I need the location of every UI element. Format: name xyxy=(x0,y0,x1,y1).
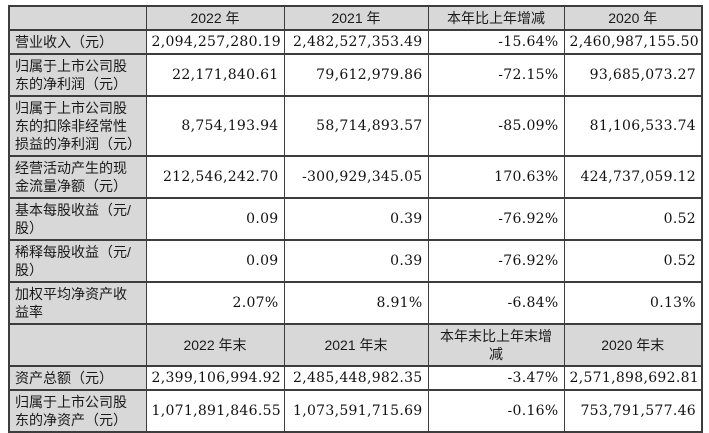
value-2021: -300,929,345.05 xyxy=(283,155,429,199)
row-label: 稀释每股收益（元/股） xyxy=(8,239,147,283)
row-label: 归属于上市公司股东的净利润（元） xyxy=(8,53,147,97)
value-change: 170.63% xyxy=(427,155,565,199)
header-2020-year-end: 2020 年末 xyxy=(563,323,703,367)
header-2020: 2020 年 xyxy=(563,5,703,31)
value-2021: 8.91% xyxy=(283,281,429,325)
row-label: 资产总额（元） xyxy=(8,365,147,391)
value-2022: 0.09 xyxy=(145,239,285,283)
value-change: -15.64% xyxy=(427,29,565,55)
value-change: -6.84% xyxy=(427,281,565,325)
table-row-revenue: 营业收入（元） 2,094,257,280.19 2,482,527,353.4… xyxy=(8,29,703,55)
table-row-weighted-avg-roe: 加权平均净资产收益率 2.07% 8.91% -6.84% 0.13% xyxy=(8,281,703,325)
header-2021: 2021 年 xyxy=(283,5,429,31)
value-2020: 424,737,059.12 xyxy=(563,155,703,199)
table-header-annual: 2022 年 2021 年 本年比上年增减 2020 年 xyxy=(8,5,703,31)
value-2020: 2,571,898,692.81 xyxy=(563,365,703,391)
row-label: 归属于上市公司股东的净资产（元） xyxy=(8,389,147,433)
value-2020: 753,791,577.46 xyxy=(563,389,703,433)
value-2021: 79,612,979.86 xyxy=(283,53,429,97)
table-row-diluted-eps: 稀释每股收益（元/股） 0.09 0.39 -76.92% 0.52 xyxy=(8,239,703,283)
value-change: -72.15% xyxy=(427,53,565,97)
value-2020: 81,106,533.74 xyxy=(563,95,703,157)
table-row-net-assets: 归属于上市公司股东的净资产（元） 1,071,891,846.55 1,073,… xyxy=(8,389,703,433)
header-yoy-change: 本年比上年增减 xyxy=(427,5,565,31)
row-label: 经营活动产生的现金流量净额（元） xyxy=(8,155,147,199)
value-2022: 2,399,106,994.92 xyxy=(145,365,285,391)
header-2021-year-end: 2021 年末 xyxy=(283,323,429,367)
row-label: 基本每股收益（元/股） xyxy=(8,197,147,241)
header-2022: 2022 年 xyxy=(145,5,285,31)
value-2022: 2,094,257,280.19 xyxy=(145,29,285,55)
page: 2022 年 2021 年 本年比上年增减 2020 年 营业收入（元） 2,0… xyxy=(8,5,703,433)
header-2022-year-end: 2022 年末 xyxy=(145,323,285,367)
value-2022: 22,171,840.61 xyxy=(145,53,285,97)
value-2021: 0.39 xyxy=(283,197,429,241)
header-year-end-change: 本年末比上年末增减 xyxy=(427,323,565,367)
table-row-net-profit-excl-nonrecurring: 归属于上市公司股东的扣除非经常性损益的净利润（元） 8,754,193.94 5… xyxy=(8,95,703,157)
value-2021: 2,485,448,982.35 xyxy=(283,365,429,391)
value-change: -76.92% xyxy=(427,239,565,283)
value-2020: 0.52 xyxy=(563,239,703,283)
value-2022: 0.09 xyxy=(145,197,285,241)
value-2022: 1,071,891,846.55 xyxy=(145,389,285,433)
value-2022: 2.07% xyxy=(145,281,285,325)
table-header-year-end: 2022 年末 2021 年末 本年末比上年末增减 2020 年末 xyxy=(8,323,703,367)
value-2021: 0.39 xyxy=(283,239,429,283)
value-2020: 0.13% xyxy=(563,281,703,325)
value-change: -3.47% xyxy=(427,365,565,391)
table-row-operating-cash-flow: 经营活动产生的现金流量净额（元） 212,546,242.70 -300,929… xyxy=(8,155,703,199)
value-2020: 2,460,987,155.50 xyxy=(563,29,703,55)
value-2022: 8,754,193.94 xyxy=(145,95,285,157)
value-2021: 1,073,591,715.69 xyxy=(283,389,429,433)
value-2021: 2,482,527,353.49 xyxy=(283,29,429,55)
table-row-basic-eps: 基本每股收益（元/股） 0.09 0.39 -76.92% 0.52 xyxy=(8,197,703,241)
header-corner xyxy=(8,323,147,367)
value-change: -76.92% xyxy=(427,197,565,241)
row-label: 归属于上市公司股东的扣除非经常性损益的净利润（元） xyxy=(8,95,147,157)
value-2020: 93,685,073.27 xyxy=(563,53,703,97)
row-label: 加权平均净资产收益率 xyxy=(8,281,147,325)
row-label: 营业收入（元） xyxy=(8,29,147,55)
value-2020: 0.52 xyxy=(563,197,703,241)
value-2022: 212,546,242.70 xyxy=(145,155,285,199)
table-row-total-assets: 资产总额（元） 2,399,106,994.92 2,485,448,982.3… xyxy=(8,365,703,391)
header-corner xyxy=(8,5,147,31)
value-change: -85.09% xyxy=(427,95,565,157)
financial-summary-table: 2022 年 2021 年 本年比上年增减 2020 年 营业收入（元） 2,0… xyxy=(8,5,703,433)
value-2021: 58,714,893.57 xyxy=(283,95,429,157)
table-row-net-profit: 归属于上市公司股东的净利润（元） 22,171,840.61 79,612,97… xyxy=(8,53,703,97)
value-change: -0.16% xyxy=(427,389,565,433)
